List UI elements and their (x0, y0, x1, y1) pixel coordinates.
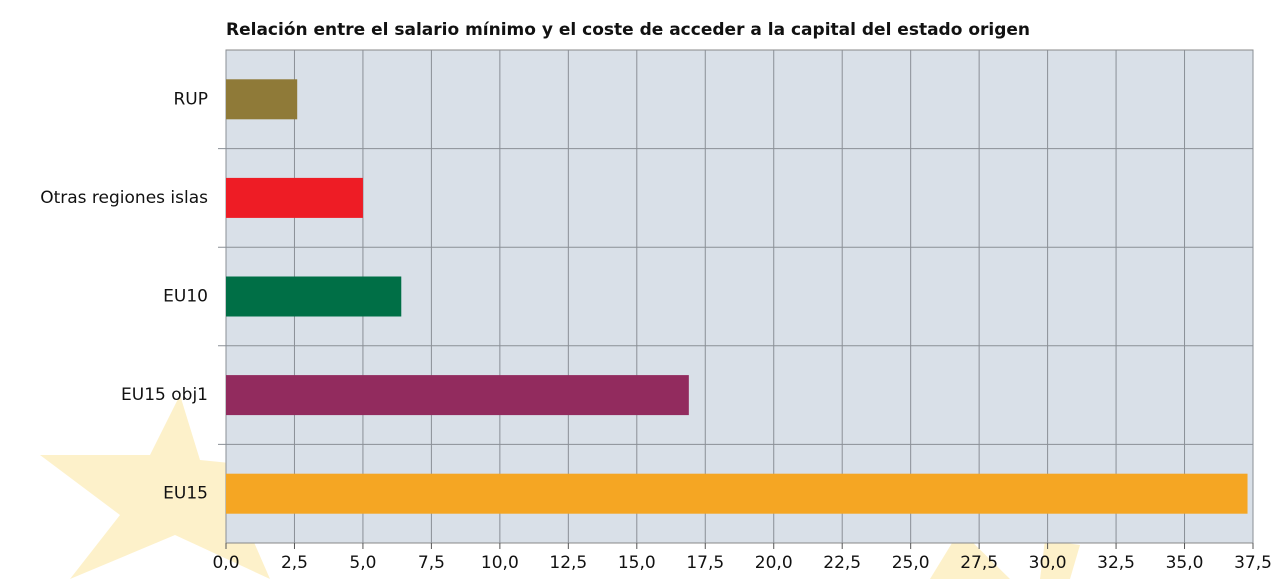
x-tick-label: 12,5 (549, 553, 587, 573)
x-tick-label: 32,5 (1097, 553, 1135, 573)
x-tick-label: 37,5 (1234, 553, 1272, 573)
x-tick-label: 10,0 (481, 553, 519, 573)
x-tick-label: 5,0 (349, 553, 376, 573)
x-tick-label: 2,5 (281, 553, 308, 573)
x-tick-label: 7,5 (418, 553, 445, 573)
x-tick-label: 20,0 (755, 553, 793, 573)
y-tick-label: EU15 (163, 484, 208, 504)
bar (226, 375, 689, 415)
page: {"chart_data": {"type": "bar", "orientat… (0, 0, 1279, 583)
y-tick-label: Otras regiones islas (40, 188, 208, 208)
x-tick-label: 17,5 (686, 553, 724, 573)
bar (226, 277, 401, 317)
chart: Relación entre el salario mínimo y el co… (0, 0, 1279, 579)
x-tick-label: 35,0 (1166, 553, 1204, 573)
x-tick-label: 22,5 (823, 553, 861, 573)
chart-title: Relación entre el salario mínimo y el co… (226, 20, 1030, 40)
bar (226, 178, 363, 218)
x-tick-label: 30,0 (1029, 553, 1067, 573)
bar (226, 79, 297, 119)
x-tick-label: 0,0 (212, 553, 239, 573)
x-tick-label: 27,5 (960, 553, 998, 573)
x-tick-label: 25,0 (892, 553, 930, 573)
y-tick-label: EU10 (163, 287, 208, 307)
y-tick-label: RUP (173, 89, 208, 109)
y-tick-label: EU15 obj1 (121, 385, 208, 405)
x-tick-label: 15,0 (618, 553, 656, 573)
bar (226, 474, 1248, 514)
